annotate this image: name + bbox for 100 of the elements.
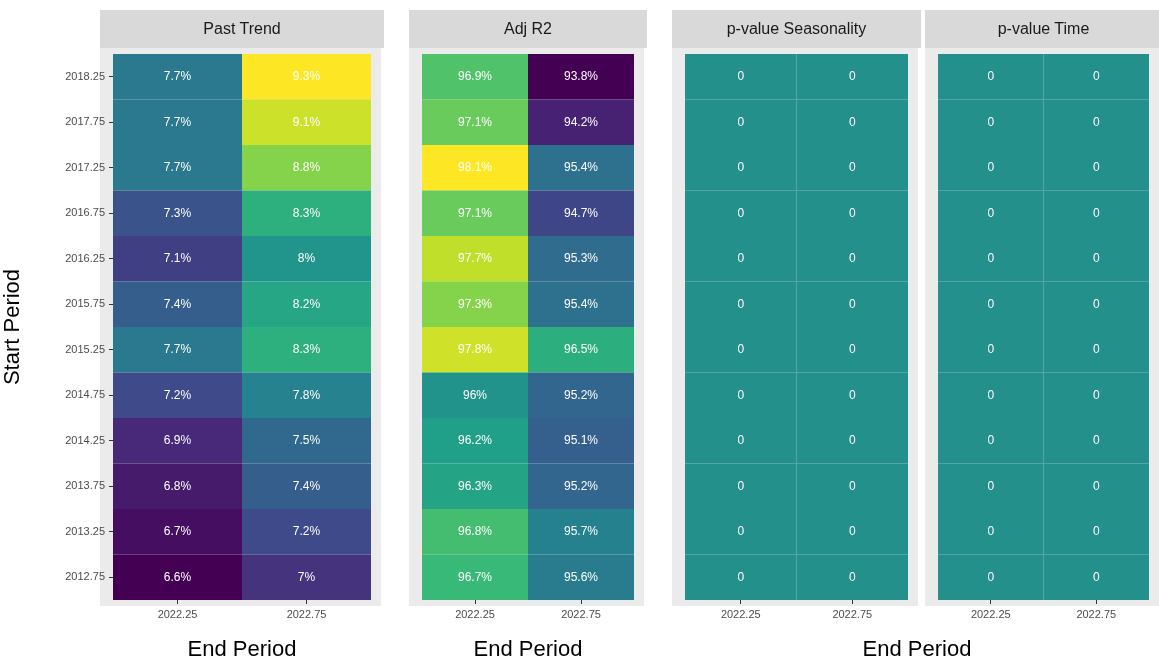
y-axis-title: Start Period: [0, 268, 25, 386]
data-label: 7.2%: [163, 387, 192, 402]
data-label: 7.7%: [163, 160, 192, 175]
data-label: 6.6%: [163, 569, 192, 584]
data-label: 0: [1092, 296, 1100, 311]
chart-title: Past Trend: [100, 10, 384, 48]
data-label: 0: [737, 433, 745, 448]
x-axis-title: End Period: [862, 636, 972, 662]
data-label: 0: [987, 569, 995, 584]
data-label: 0: [737, 205, 745, 220]
data-label: 0: [987, 205, 995, 220]
x-tick-label: 2022.25: [970, 607, 1011, 620]
x-tick-label: 2022.75: [1076, 607, 1117, 620]
x-axis-title: End Period: [473, 636, 583, 662]
data-label: 96.9%: [457, 69, 493, 84]
data-label: 96.8%: [457, 524, 493, 539]
x-tick-label: 2022.75: [832, 607, 873, 620]
y-tick-label: 2014.75: [65, 388, 105, 401]
data-label: 0: [1092, 524, 1100, 539]
data-label: 8.3%: [292, 342, 321, 357]
data-label: 0: [987, 478, 995, 493]
data-label: 95.1%: [563, 433, 599, 448]
data-label: 7.1%: [163, 251, 192, 266]
data-label: 6.9%: [163, 433, 192, 448]
y-tick-label: 2015.25: [65, 342, 105, 355]
data-label: 0: [848, 569, 856, 584]
data-label: 95.4%: [563, 296, 599, 311]
y-tick-label: 2013.25: [65, 524, 105, 537]
data-label: 0: [1092, 387, 1100, 402]
x-axis-title: End Period: [187, 636, 297, 662]
data-label: 7.7%: [163, 69, 192, 84]
chart-title: Adj R2: [409, 10, 647, 48]
data-label: 0: [737, 387, 745, 402]
data-label: 7.2%: [292, 524, 321, 539]
data-label: 96.3%: [457, 478, 493, 493]
data-label: 0: [848, 387, 856, 402]
data-label: 0: [987, 524, 995, 539]
x-tick-label: 2022.75: [286, 607, 327, 620]
data-label: 8%: [297, 251, 316, 266]
data-label: 94.7%: [563, 205, 599, 220]
data-label: 7.4%: [292, 478, 321, 493]
y-tick-label: 2017.75: [65, 115, 105, 128]
data-label: 96.7%: [457, 569, 493, 584]
data-label: 0: [848, 296, 856, 311]
data-label: 7.7%: [163, 342, 192, 357]
x-tick-label: 2022.25: [720, 607, 761, 620]
data-label: 6.7%: [163, 524, 192, 539]
data-label: 0: [848, 478, 856, 493]
data-label: 0: [848, 114, 856, 129]
data-label: 0: [737, 160, 745, 175]
data-label: 0: [848, 160, 856, 175]
x-tick-label: 2022.75: [561, 607, 601, 620]
data-label: 0: [987, 69, 995, 84]
data-label: 0: [987, 160, 995, 175]
data-label: 0: [848, 524, 856, 539]
data-label: 0: [987, 251, 995, 266]
data-label: 0: [1092, 69, 1100, 84]
data-label: 95.2%: [563, 387, 599, 402]
data-label: 95.2%: [563, 478, 599, 493]
y-tick-label: 2017.25: [65, 160, 105, 173]
data-label: 0: [987, 433, 995, 448]
data-label: 9.3%: [292, 69, 321, 84]
data-label: 7.5%: [292, 433, 321, 448]
data-label: 96.5%: [563, 342, 599, 357]
data-label: 95.6%: [563, 569, 599, 584]
chart-title: p-value Seasonality: [672, 10, 921, 48]
data-label: 7%: [297, 569, 316, 584]
data-label: 98.1%: [457, 160, 493, 175]
data-label: 7.4%: [163, 296, 192, 311]
data-label: 0: [1092, 114, 1100, 129]
data-label: 6.8%: [163, 478, 192, 493]
data-label: 0: [848, 342, 856, 357]
data-label: 0: [1092, 433, 1100, 448]
data-label: 95.7%: [563, 524, 599, 539]
data-label: 0: [737, 114, 745, 129]
data-label: 0: [1092, 205, 1100, 220]
x-tick-label: 2022.25: [157, 607, 198, 620]
data-label: 97.3%: [457, 296, 493, 311]
data-label: 0: [1092, 342, 1100, 357]
data-label: 0: [737, 342, 745, 357]
y-tick-label: 2016.75: [65, 206, 105, 219]
data-label: 0: [737, 69, 745, 84]
data-label: 0: [737, 296, 745, 311]
data-label: 97.1%: [457, 114, 493, 129]
data-label: 0: [848, 251, 856, 266]
data-label: 8.2%: [292, 296, 321, 311]
data-label: 7.8%: [292, 387, 321, 402]
data-label: 0: [987, 387, 995, 402]
data-label: 8.8%: [292, 160, 321, 175]
data-label: 97.7%: [457, 251, 493, 266]
data-label: 95.3%: [563, 251, 599, 266]
data-label: 0: [737, 569, 745, 584]
x-tick-label: 2022.25: [455, 607, 495, 620]
data-label: 0: [848, 433, 856, 448]
data-label: 97.1%: [457, 205, 493, 220]
y-tick-label: 2012.75: [65, 570, 105, 583]
data-label: 0: [1092, 569, 1100, 584]
y-tick-label: 2018.25: [65, 69, 105, 82]
data-label: 9.1%: [292, 114, 321, 129]
data-label: 0: [737, 524, 745, 539]
